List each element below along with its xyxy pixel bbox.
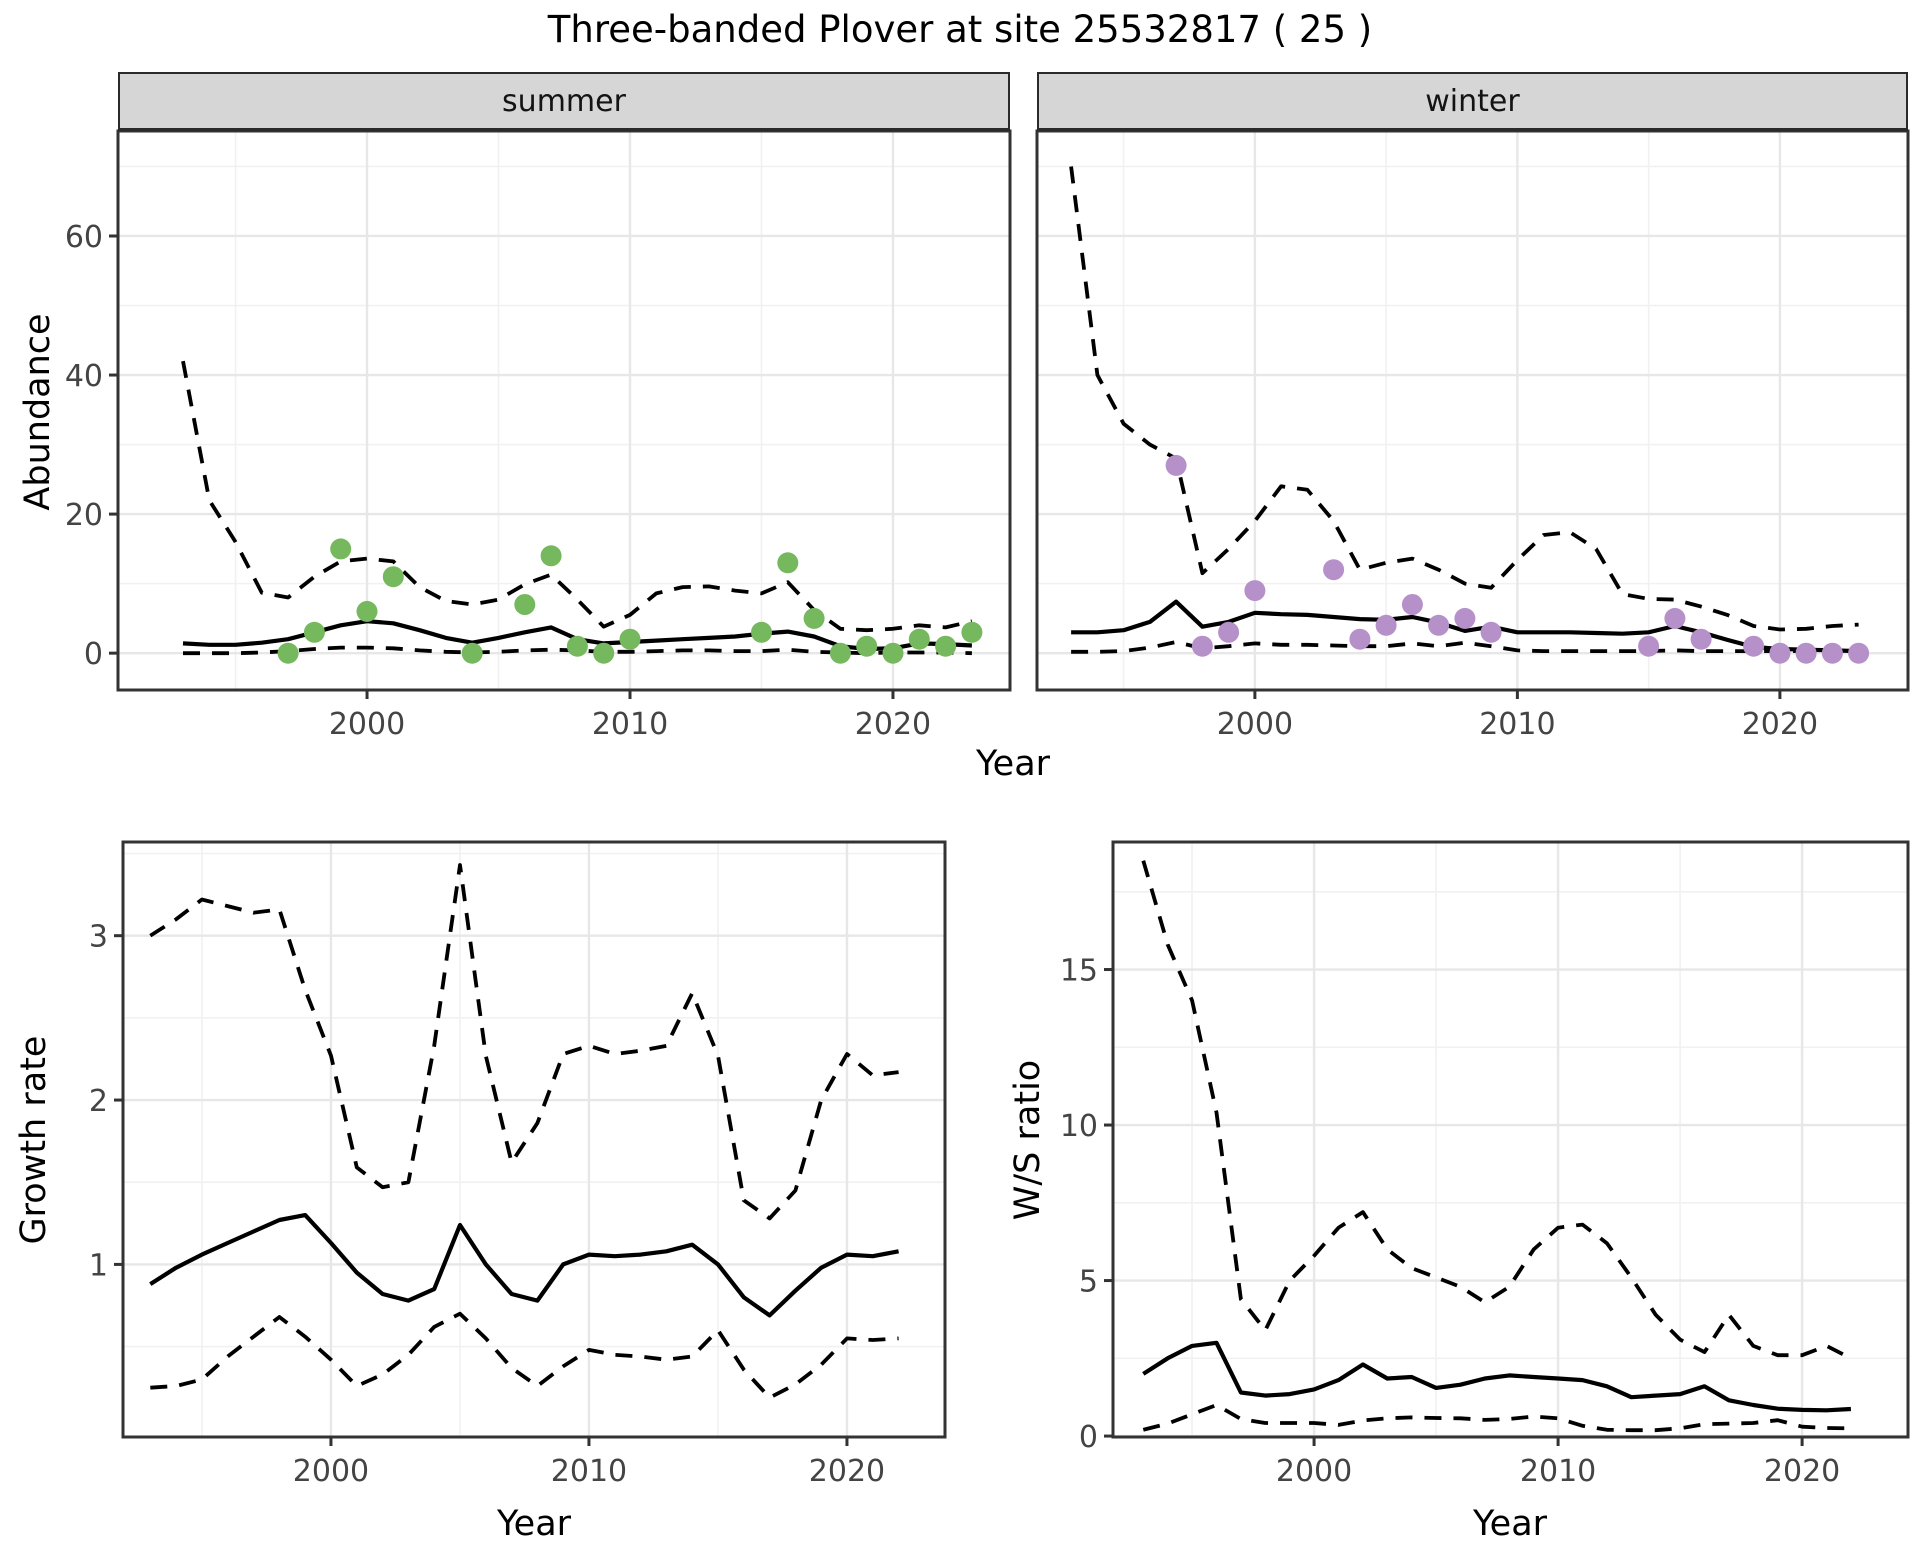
x-tick-label: 2010: [1520, 1454, 1596, 1489]
growth-median-line: [149, 1212, 899, 1318]
x-axis-title-year-top: Year: [975, 744, 1051, 784]
y-tick-label: 10: [1060, 1109, 1098, 1144]
observed-summer-counts-point: [961, 621, 983, 643]
observed-summer-counts-point: [908, 628, 930, 650]
y-tick-label: 0: [84, 637, 103, 672]
observed-summer-counts-point: [356, 600, 378, 622]
y-tick-label: 2: [89, 1084, 108, 1119]
winter-median-line: [1071, 599, 1859, 654]
observed-winter-counts-point: [1218, 621, 1240, 643]
growth-panel-border: [121, 840, 947, 1439]
winter-panel-background: [1037, 131, 1908, 690]
ws-facet-panel: 2000 2010 2020 0 5 10 15: [1060, 840, 1910, 1489]
observed-winter-counts-point: [1743, 635, 1765, 657]
observed-winter-counts-point: [1480, 621, 1502, 643]
observed-summer-counts-point: [330, 538, 352, 560]
y-tick-label: 3: [89, 920, 108, 955]
y-tick-label: 60: [65, 220, 103, 255]
growth-upper_95ci-line: [149, 863, 899, 1221]
ws-panel-border: [1111, 840, 1910, 1439]
observed-summer-counts-point: [566, 635, 588, 657]
x-tick-label: 2000: [293, 1454, 369, 1489]
observed-summer-counts-point: [777, 552, 799, 574]
summer-panel-border: [116, 129, 1012, 692]
chart-title: Three-banded Plover at site 25532817 ( 2…: [547, 8, 1373, 51]
observed-summer-counts-point: [277, 642, 299, 664]
ws-lower_95ci-line: [1142, 1403, 1851, 1433]
y-tick-label: 1: [89, 1248, 108, 1283]
facet-strip-winter: winter: [1037, 72, 1908, 131]
summer-facet-panel: 2000 2010 2020 0 20 40 60: [65, 129, 1012, 742]
observed-summer-counts-point: [751, 621, 772, 643]
y-axis-title-abundance: Abundance: [18, 313, 58, 511]
observed-winter-counts-point: [1323, 559, 1345, 581]
x-tick-label: 2020: [1764, 1454, 1840, 1489]
y-tick-label: 15: [1060, 954, 1098, 989]
x-tick-label: 2020: [809, 1454, 885, 1489]
observed-summer-counts-point: [856, 635, 878, 657]
observed-winter-counts-point: [1428, 614, 1450, 636]
observed-winter-counts-point: [1454, 607, 1476, 629]
observed-winter-counts-point: [1401, 594, 1423, 615]
x-axis-title-year-growth: Year: [496, 1504, 572, 1544]
observed-summer-counts-point: [303, 621, 325, 643]
growth-facet-panel: 2000 2010 2020 1 2 3: [89, 840, 947, 1489]
winter-facet-panel: 2000 2010 2020: [1035, 129, 1910, 742]
observed-winter-counts-point: [1821, 642, 1843, 664]
winter-upper_95ci-line: [1069, 166, 1859, 632]
observed-winter-counts-point: [1769, 642, 1791, 664]
y-tick-label: 0: [1079, 1420, 1098, 1455]
summer-upper_95ci-line: [181, 360, 973, 633]
y-tick-label: 5: [1079, 1265, 1098, 1300]
summer-panel-background: [118, 131, 1010, 690]
ws-upper_95ci-line: [1141, 860, 1852, 1360]
observed-summer-counts-point: [540, 545, 562, 567]
observed-winter-counts-point: [1191, 635, 1213, 657]
x-tick-label: 2010: [592, 707, 668, 742]
observed-winter-counts-point: [1848, 642, 1870, 664]
x-tick-label: 2000: [1276, 1454, 1352, 1489]
observed-summer-counts-point: [803, 607, 825, 629]
growth-lower_95ci-line: [150, 1311, 899, 1400]
observed-winter-counts-point: [1690, 628, 1712, 650]
observed-summer-counts-point: [619, 628, 641, 650]
x-tick-label: 2010: [551, 1454, 627, 1489]
observed-winter-counts-point: [1165, 454, 1187, 476]
y-tick-label: 40: [65, 359, 103, 394]
y-tick-label: 20: [65, 498, 103, 533]
x-tick-label: 2000: [1217, 707, 1293, 742]
x-tick-label: 2000: [329, 707, 405, 742]
observed-summer-counts-point: [829, 642, 851, 664]
observed-summer-counts-point: [935, 635, 957, 657]
winter-panel-border: [1035, 129, 1910, 692]
x-tick-label: 2010: [1479, 707, 1555, 742]
x-tick-label: 2020: [1742, 707, 1818, 742]
observed-summer-counts-point: [882, 642, 904, 664]
x-tick-label: 2020: [855, 707, 931, 742]
observed-winter-counts-point: [1795, 642, 1817, 664]
y-axis-title-growth-rate: Growth rate: [14, 1035, 54, 1245]
ws-panel-background: [1113, 842, 1908, 1437]
observed-winter-counts-point: [1244, 580, 1266, 602]
facet-strip-summer-label: summer: [502, 83, 626, 119]
ws-median-line: [1142, 1340, 1852, 1413]
observed-summer-counts-point: [461, 642, 483, 664]
observed-summer-counts-point: [593, 642, 615, 664]
summer-lower_95ci-line: [183, 645, 972, 656]
observed-summer-counts-point: [514, 594, 536, 615]
observed-winter-counts-point: [1375, 614, 1397, 636]
observed-summer-counts-point: [382, 566, 404, 588]
growth-panel-background: [123, 842, 945, 1437]
y-axis-title-ws-ratio: W/S ratio: [1008, 1059, 1048, 1221]
observed-winter-counts-point: [1349, 628, 1371, 650]
observed-winter-counts-point: [1664, 607, 1686, 629]
x-axis-title-year-ws: Year: [1472, 1504, 1548, 1544]
facet-strip-winter-label: winter: [1425, 83, 1520, 119]
facet-strip-summer: summer: [118, 72, 1010, 131]
observed-winter-counts-point: [1638, 635, 1660, 657]
